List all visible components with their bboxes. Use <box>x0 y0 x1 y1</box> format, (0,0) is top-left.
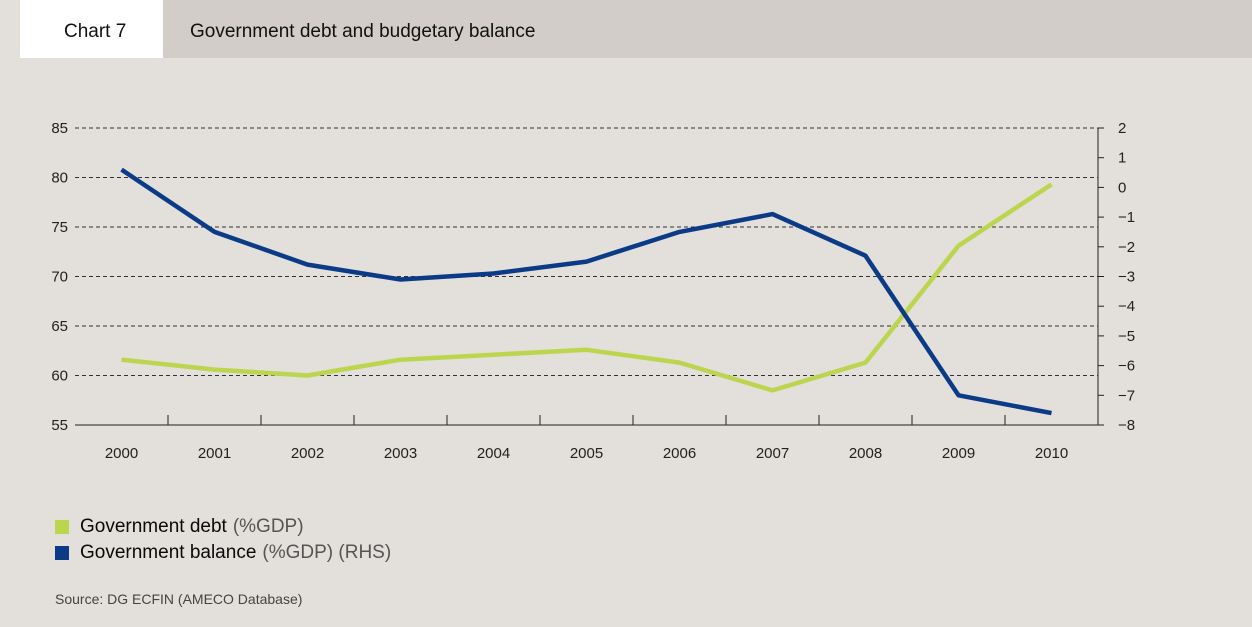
left-tick-label: 85 <box>51 120 68 137</box>
left-tick-label: 55 <box>51 417 68 434</box>
series-lines <box>120 167 1053 416</box>
x-tick-label: 2007 <box>756 445 789 462</box>
x-tick-label: 2009 <box>942 445 975 462</box>
legend-swatch-balance <box>55 546 69 560</box>
legend-item-debt: Government debt (%GDP) <box>55 514 391 540</box>
x-tick-label: 2003 <box>384 445 417 462</box>
left-tick-label: 70 <box>51 269 68 286</box>
right-tick-label: −1 <box>1118 209 1135 226</box>
left-tick-label: 80 <box>51 170 68 187</box>
legend: Government debt (%GDP) Government balanc… <box>55 514 391 566</box>
right-tick-label: −4 <box>1118 298 1135 315</box>
legend-label-debt: Government debt <box>80 516 227 537</box>
gridlines <box>75 127 1098 376</box>
source-note: Source: DG ECFIN (AMECO Database) <box>55 591 303 607</box>
x-tick-label: 2008 <box>849 445 882 462</box>
x-tick-label: 2005 <box>570 445 603 462</box>
x-tick-label: 2010 <box>1035 445 1068 462</box>
legend-suffix-balance: (%GDP) (RHS) <box>262 542 392 563</box>
legend-suffix-debt: (%GDP) <box>232 516 304 537</box>
right-axis-ticks: 2 1 0 −1 −2 −3 −4 −5 −6 −7 −8 <box>1098 120 1135 434</box>
right-tick-label: −5 <box>1118 328 1135 345</box>
legend-item-balance: Government balance (%GDP) (RHS) <box>55 540 391 566</box>
left-axis-ticks: 85 80 75 70 65 60 55 <box>51 120 68 434</box>
x-axis-ticks: 2000 2001 2002 2003 2004 2005 2006 2007 2008 2009… <box>105 415 1068 462</box>
x-tick-label: 2006 <box>663 445 696 462</box>
right-tick-label: 2 <box>1118 120 1126 137</box>
series-line-government-balance <box>120 167 1052 416</box>
x-tick-label: 2000 <box>105 445 138 462</box>
right-tick-label: 1 <box>1118 150 1126 167</box>
chart-number: Chart 7 <box>20 0 163 58</box>
chart-header-bar <box>20 0 1252 58</box>
legend-swatch-debt <box>55 520 69 534</box>
right-tick-label: −6 <box>1118 358 1135 375</box>
x-tick-label: 2002 <box>291 445 324 462</box>
series-line-government-debt <box>121 182 1053 393</box>
left-tick-label: 60 <box>51 368 68 385</box>
legend-label-balance: Government balance <box>80 542 257 563</box>
right-tick-label: −3 <box>1118 269 1135 286</box>
x-tick-label: 2001 <box>198 445 231 462</box>
left-tick-label: 65 <box>51 318 68 335</box>
chart-title: Government debt and budgetary balance <box>190 21 536 42</box>
right-tick-label: 0 <box>1118 179 1126 196</box>
right-tick-label: −7 <box>1118 387 1135 404</box>
right-tick-label: −8 <box>1118 417 1135 434</box>
right-tick-label: −2 <box>1118 239 1135 256</box>
left-tick-label: 75 <box>51 219 68 236</box>
x-tick-label: 2004 <box>477 445 510 462</box>
